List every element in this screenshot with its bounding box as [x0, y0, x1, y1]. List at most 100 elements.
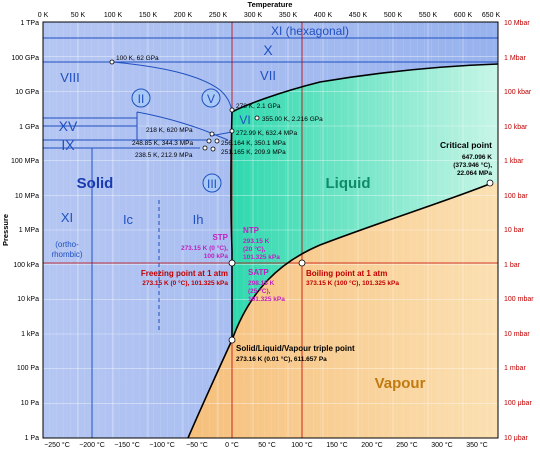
bottom-tick: 0 °C [225, 441, 239, 449]
ice-iii-circle [202, 173, 222, 193]
left-tick: 100 MPa [11, 158, 39, 165]
top-tick: 400 K [314, 12, 333, 19]
marker-triple [228, 336, 236, 344]
right-tick: 1 bar [504, 262, 521, 269]
right-tick: 1 Mbar [504, 55, 526, 62]
ice-ii-circle [131, 88, 151, 108]
label-251k: 251.165 K, 209.9 MPa [221, 149, 286, 156]
bottom-tick: 200 °C [361, 441, 382, 449]
top-tick: 50 K [71, 12, 86, 19]
right-tick: 10 bar [504, 227, 525, 234]
marker-boiling [298, 259, 306, 267]
label-256k: 256.164 K, 350.1 MPa [221, 140, 286, 147]
boiling-title: Boiling point at 1 atm [306, 269, 387, 278]
left-tick: 10 Pa [21, 400, 39, 407]
marker-critical [486, 179, 494, 187]
top-tick: 200 K [174, 12, 193, 19]
phase-vapour-label: Vapour [375, 375, 426, 392]
bottom-tick: −150 °C [114, 441, 140, 449]
left-axis: Pressure 1 TPa 100 GPa 10 GPa 1 GPa 100 … [1, 20, 39, 442]
satp-line2: (25 °C), [248, 287, 271, 295]
label-100k: 100 K, 62 GPa [116, 55, 159, 62]
left-tick: 10 kPa [17, 296, 39, 303]
standard-conditions: STP 273.15 K (0 °C), 100 kPa NTP 293.15 … [181, 226, 285, 303]
phase-ix-label: IX [61, 137, 75, 153]
satp-line1: 298.15 K [248, 280, 275, 287]
point-annotations: 100 K, 62 GPa 278 K, 2.1 GPa 355.00 K, 2… [116, 55, 323, 159]
right-tick: 10 μbar [504, 435, 529, 442]
boundary-ice-liquid [230, 111, 233, 340]
top-axis: Temperature 0 K 50 K 100 K 150 K 200 K 2… [38, 0, 501, 19]
boundary-liquid-vapour [231, 182, 493, 341]
boiling-line1: 373.15 K (100 °C), 101.325 kPa [306, 279, 399, 287]
top-tick: 600 K [454, 12, 473, 19]
phase-solid-label: Solid [77, 175, 114, 192]
bottom-tick: −250 °C [44, 441, 70, 449]
ntp-line2: (20 °C), [243, 245, 266, 253]
critical-point-annotation: Critical point 647.096 K (373.946 °C), 2… [440, 140, 492, 177]
left-tick: 100 Pa [17, 365, 39, 372]
top-tick: 650 K [482, 12, 501, 19]
left-tick: 1 TPa [20, 20, 39, 27]
bottom-tick: 350 °C [466, 441, 487, 449]
ntp-line3: 101.325 kPa [243, 254, 280, 261]
top-tick: 500 K [384, 12, 403, 19]
stp-title: STP [212, 233, 228, 242]
left-tick: 1 kPa [21, 331, 39, 338]
top-tick: 350 K [279, 12, 298, 19]
triple-title: Solid/Liquid/Vapour triple point [236, 344, 355, 353]
marker-272k [229, 128, 235, 134]
atm-annotations: Freezing point at 1 atm 273.15 K (0 °C),… [141, 269, 399, 287]
critical-title: Critical point [440, 140, 492, 150]
ice-iii-label: III [207, 177, 217, 191]
marker-freezing [228, 259, 236, 267]
boundary-ii [136, 111, 229, 141]
marker-100k [109, 59, 115, 65]
satp-line3: 101.325 kPa [248, 296, 285, 303]
left-tick: 100 GPa [11, 55, 39, 62]
marker-256k [214, 138, 220, 144]
phase-xi-label: XI [61, 210, 73, 225]
left-tick: 1 GPa [19, 124, 39, 131]
top-tick: 300 K [244, 12, 263, 19]
left-axis-title: Pressure [1, 214, 10, 246]
right-axis: 10 Mbar 1 Mbar 100 kbar 10 kbar 1 kbar 1… [504, 20, 534, 442]
phase-xv-label: XV [59, 118, 78, 134]
phase-x-label: X [263, 42, 273, 58]
top-tick: 250 K [209, 12, 228, 19]
right-tick: 100 kbar [504, 89, 532, 96]
main-boundaries [187, 63, 499, 439]
critical-line3: 22.064 MPa [457, 170, 492, 177]
bottom-tick: −100 °C [149, 441, 175, 449]
marker-278k [229, 107, 235, 113]
top-tick: 150 K [139, 12, 158, 19]
phase-xi-ortho2: rhombic) [51, 250, 82, 259]
freezing-title: Freezing point at 1 atm [141, 269, 228, 278]
label-238k: 238.5 K, 212.9 MPa [135, 152, 193, 159]
freezing-line1: 273.15 K (0 °C), 101.325 kPa [142, 279, 228, 287]
point-markers [109, 59, 494, 344]
top-tick: 0 K [38, 12, 49, 19]
bottom-tick: 250 °C [396, 441, 417, 449]
phase-ih-label: Ih [193, 212, 204, 227]
boundary-viii-vii [111, 61, 233, 113]
ntp-line1: 293.15 K [243, 238, 270, 245]
top-tick: 450 K [349, 12, 368, 19]
triple-line1: 273.16 K (0.01 °C), 611.657 Pa [236, 355, 327, 363]
triple-point-annotation: Solid/Liquid/Vapour triple point 273.16 … [236, 344, 355, 363]
label-248k: 248.85 K, 344.3 MPa [132, 140, 193, 147]
right-tick: 10 mbar [504, 331, 530, 338]
ice-v-circle [201, 88, 221, 108]
left-tick: 1 MPa [19, 227, 39, 234]
critical-line1: 647.096 K [462, 154, 492, 161]
bottom-tick: −50 °C [186, 441, 208, 449]
boundary-vii-liquid [231, 63, 499, 113]
phase-ic-label: Ic [123, 212, 134, 227]
bottom-axis: −250 °C −200 °C −150 °C −100 °C −50 °C 0… [44, 441, 488, 449]
marker-218k [209, 131, 215, 137]
marker-238k [202, 145, 208, 151]
bottom-tick: 100 °C [291, 441, 312, 449]
marker-355k [254, 115, 260, 121]
